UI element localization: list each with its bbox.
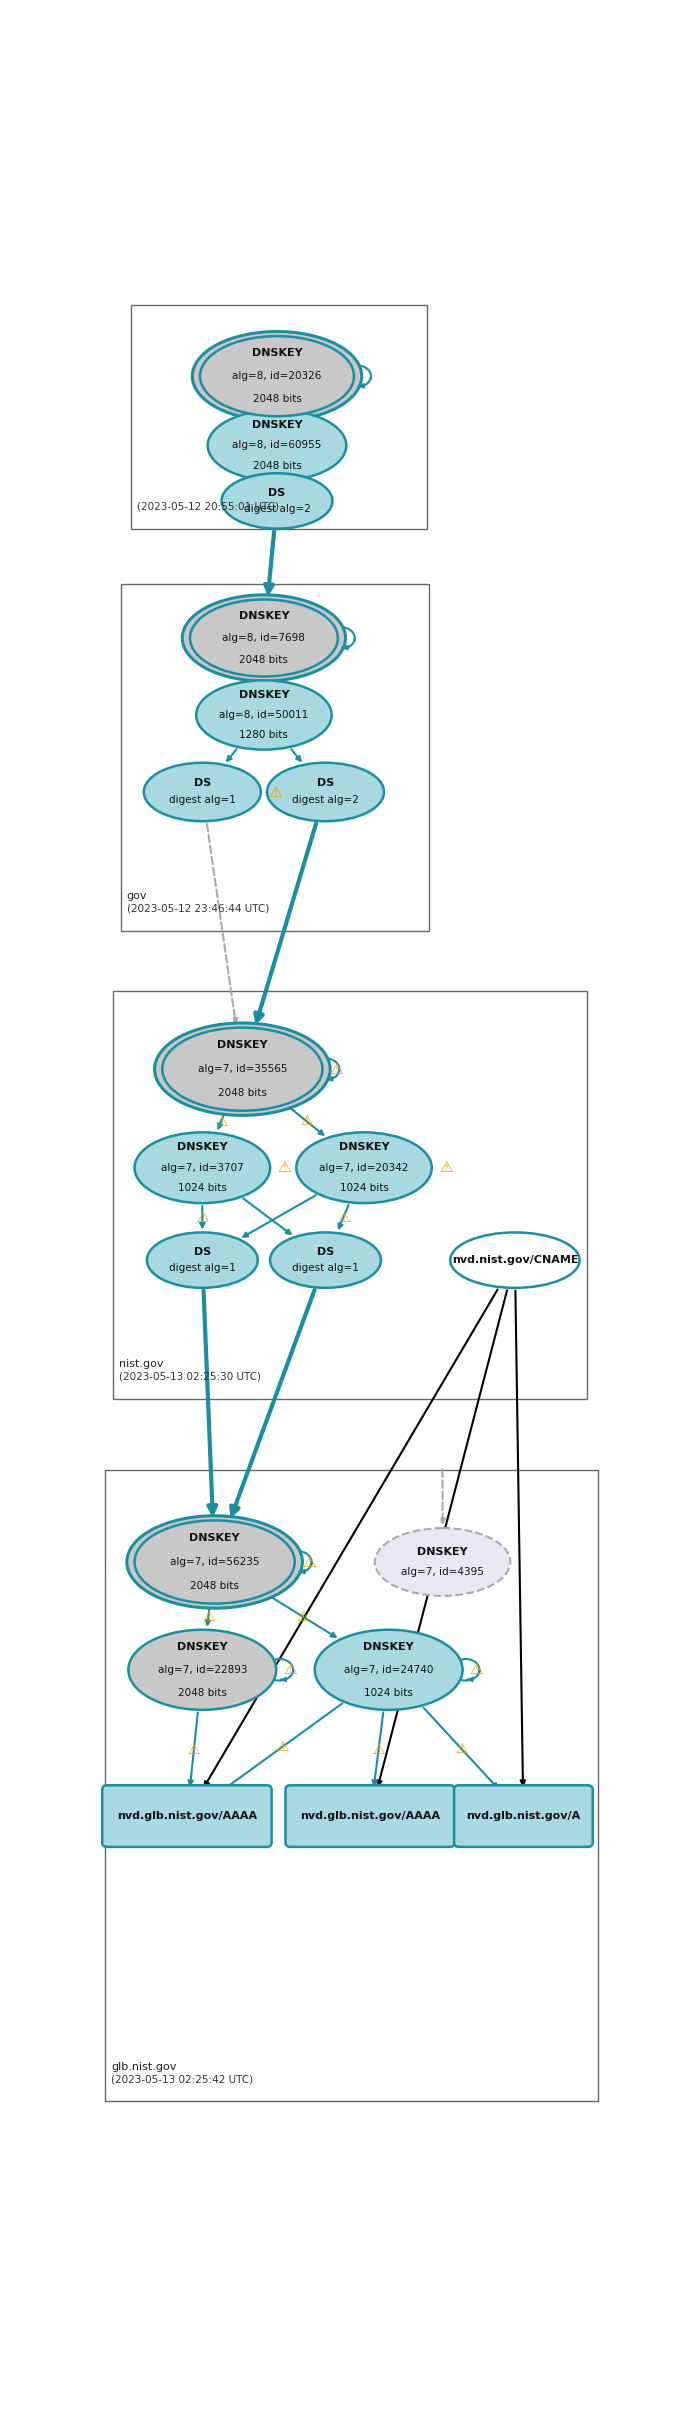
- Text: DNSKEY: DNSKEY: [417, 1547, 468, 1557]
- Text: alg=7, id=20342: alg=7, id=20342: [319, 1163, 409, 1173]
- Text: digest alg=1: digest alg=1: [292, 1263, 359, 1273]
- Text: digest alg=1: digest alg=1: [169, 794, 236, 806]
- Text: alg=8, id=20326: alg=8, id=20326: [232, 372, 322, 381]
- Text: ⚠: ⚠: [337, 1210, 349, 1224]
- Ellipse shape: [147, 1232, 258, 1287]
- Ellipse shape: [270, 1232, 381, 1287]
- Ellipse shape: [134, 1132, 270, 1202]
- Ellipse shape: [182, 595, 346, 680]
- Text: (2023-05-12 20:55:01 UTC): (2023-05-12 20:55:01 UTC): [137, 503, 279, 513]
- Text: ⚠: ⚠: [301, 1555, 315, 1569]
- Text: alg=7, id=24740: alg=7, id=24740: [344, 1664, 433, 1674]
- Ellipse shape: [297, 1132, 432, 1202]
- Text: DNSKEY: DNSKEY: [177, 1142, 227, 1151]
- Text: DNSKEY: DNSKEY: [339, 1142, 389, 1151]
- Text: 1280 bits: 1280 bits: [240, 731, 288, 741]
- Text: ⚠: ⚠: [277, 1161, 291, 1176]
- Ellipse shape: [193, 330, 362, 420]
- Ellipse shape: [162, 1027, 322, 1110]
- Text: alg=7, id=3707: alg=7, id=3707: [161, 1163, 244, 1173]
- Ellipse shape: [222, 474, 333, 530]
- Text: ⚠: ⚠: [196, 1210, 209, 1224]
- Text: 2048 bits: 2048 bits: [252, 393, 301, 403]
- Text: ⚠: ⚠: [372, 1744, 385, 1756]
- Text: DNSKEY: DNSKEY: [252, 347, 302, 357]
- Text: glb.nist.gov: glb.nist.gov: [112, 2062, 177, 2072]
- Text: ⚠: ⚠: [470, 1661, 483, 1678]
- Text: DS: DS: [193, 780, 211, 789]
- FancyBboxPatch shape: [131, 306, 427, 530]
- Ellipse shape: [190, 600, 338, 678]
- Text: DNSKEY: DNSKEY: [217, 1040, 267, 1049]
- Ellipse shape: [208, 411, 346, 481]
- FancyBboxPatch shape: [286, 1785, 455, 1846]
- Ellipse shape: [144, 763, 261, 821]
- Ellipse shape: [155, 1023, 330, 1115]
- Text: DNSKEY: DNSKEY: [238, 610, 289, 622]
- Ellipse shape: [375, 1528, 510, 1596]
- Text: ⚠: ⚠: [276, 1739, 288, 1754]
- Text: DNSKEY: DNSKEY: [189, 1533, 240, 1542]
- Text: ⚠: ⚠: [188, 1744, 200, 1756]
- Text: DS: DS: [317, 780, 334, 789]
- FancyBboxPatch shape: [103, 1785, 272, 1846]
- Text: (2023-05-13 02:25:30 UTC): (2023-05-13 02:25:30 UTC): [119, 1372, 261, 1382]
- Text: (2023-05-13 02:25:42 UTC): (2023-05-13 02:25:42 UTC): [112, 2074, 254, 2084]
- Ellipse shape: [127, 1516, 302, 1608]
- Text: alg=7, id=22893: alg=7, id=22893: [157, 1664, 247, 1674]
- Text: gov: gov: [127, 891, 148, 901]
- Text: ⚠: ⚠: [297, 1610, 309, 1623]
- Text: 1024 bits: 1024 bits: [365, 1688, 413, 1698]
- Ellipse shape: [196, 680, 332, 751]
- Text: 2048 bits: 2048 bits: [178, 1688, 227, 1698]
- Text: nist.gov: nist.gov: [119, 1360, 164, 1370]
- Text: nvd.nist.gov/CNAME: nvd.nist.gov/CNAME: [452, 1256, 578, 1266]
- Text: alg=7, id=56235: alg=7, id=56235: [170, 1557, 259, 1567]
- Text: 2048 bits: 2048 bits: [240, 656, 288, 666]
- Text: 2048 bits: 2048 bits: [218, 1088, 267, 1098]
- Text: ⚠: ⚠: [215, 1115, 227, 1129]
- Text: ⚠: ⚠: [329, 1061, 343, 1076]
- Text: nvd.glb.nist.gov/AAAA: nvd.glb.nist.gov/AAAA: [117, 1812, 257, 1822]
- FancyBboxPatch shape: [121, 583, 429, 930]
- Text: DS: DS: [317, 1246, 334, 1258]
- Text: DS: DS: [268, 488, 286, 498]
- Ellipse shape: [200, 335, 354, 415]
- Text: 2048 bits: 2048 bits: [190, 1581, 239, 1591]
- Text: 1024 bits: 1024 bits: [178, 1183, 227, 1193]
- Text: ⚠: ⚠: [455, 1742, 468, 1756]
- Text: (2023-05-12 23:46:44 UTC): (2023-05-12 23:46:44 UTC): [127, 904, 269, 913]
- Text: 1024 bits: 1024 bits: [340, 1183, 389, 1193]
- FancyBboxPatch shape: [105, 1470, 598, 2101]
- Text: alg=8, id=7698: alg=8, id=7698: [222, 634, 306, 644]
- Text: alg=8, id=60955: alg=8, id=60955: [232, 440, 322, 449]
- Text: DNSKEY: DNSKEY: [238, 690, 289, 700]
- Text: alg=7, id=4395: alg=7, id=4395: [401, 1567, 484, 1576]
- Text: 2048 bits: 2048 bits: [252, 462, 301, 471]
- Ellipse shape: [450, 1232, 579, 1287]
- Text: digest alg=1: digest alg=1: [169, 1263, 236, 1273]
- Ellipse shape: [128, 1630, 277, 1710]
- Ellipse shape: [267, 763, 384, 821]
- Text: alg=8, id=50011: alg=8, id=50011: [219, 709, 308, 719]
- Text: ⚠: ⚠: [283, 1661, 297, 1678]
- Text: digest alg=2: digest alg=2: [243, 503, 310, 515]
- Text: DS: DS: [193, 1246, 211, 1258]
- Text: nvd.glb.nist.gov/A: nvd.glb.nist.gov/A: [466, 1812, 581, 1822]
- Ellipse shape: [315, 1630, 463, 1710]
- Ellipse shape: [134, 1521, 295, 1603]
- Text: digest alg=2: digest alg=2: [292, 794, 359, 806]
- FancyBboxPatch shape: [113, 991, 586, 1399]
- Text: ⚠: ⚠: [439, 1161, 453, 1176]
- Text: nvd.glb.nist.gov/AAAA: nvd.glb.nist.gov/AAAA: [300, 1812, 440, 1822]
- Text: DNSKEY: DNSKEY: [177, 1642, 227, 1652]
- FancyBboxPatch shape: [454, 1785, 593, 1846]
- Text: DNSKEY: DNSKEY: [252, 420, 302, 430]
- Text: DNSKEY: DNSKEY: [363, 1642, 414, 1652]
- Text: ⚠: ⚠: [300, 1115, 313, 1127]
- Text: ⚠: ⚠: [268, 785, 281, 799]
- Text: alg=7, id=35565: alg=7, id=35565: [198, 1064, 287, 1074]
- Text: ⚠: ⚠: [202, 1610, 215, 1623]
